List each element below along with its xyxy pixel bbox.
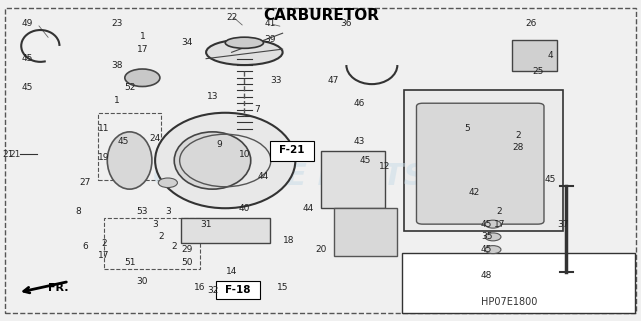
Text: 20: 20 [315,245,326,254]
Text: 45: 45 [117,137,129,146]
Ellipse shape [125,69,160,87]
Text: GENUINE PARTS: GENUINE PARTS [153,162,425,191]
Text: 35: 35 [481,232,492,241]
Text: 2: 2 [171,242,177,251]
Text: 49: 49 [22,19,33,28]
Text: 32: 32 [207,286,218,295]
Text: 39: 39 [264,35,276,44]
Text: 3: 3 [165,207,171,216]
Bar [404,91,563,230]
Text: 45: 45 [22,83,33,92]
Text: 1: 1 [140,32,146,41]
Text: 7: 7 [254,105,260,114]
Text: 23: 23 [111,19,122,28]
Text: 44: 44 [258,172,269,181]
Text: 10: 10 [238,150,250,159]
Text: 17: 17 [494,220,505,229]
Text: 1: 1 [114,96,120,105]
Ellipse shape [485,246,501,254]
Text: 17: 17 [137,45,148,54]
Text: 47: 47 [328,76,339,85]
Text: 5: 5 [465,124,470,133]
Text: 8: 8 [76,207,81,216]
Text: 45: 45 [545,175,556,184]
Bar [181,218,270,243]
Text: 9: 9 [216,140,222,149]
Ellipse shape [158,178,178,187]
Text: 41: 41 [264,19,276,28]
Text: 22: 22 [226,13,237,22]
Text: 46: 46 [353,99,365,108]
Text: 13: 13 [207,92,218,101]
Ellipse shape [155,113,296,208]
Bar [97,113,162,179]
Text: 21: 21 [10,150,21,159]
Text: 45: 45 [481,245,492,254]
Text: 37: 37 [558,220,569,229]
Text: 24: 24 [149,134,161,143]
Text: 2: 2 [101,239,107,248]
Text: 19: 19 [98,153,110,162]
Text: 34: 34 [181,38,193,47]
Text: 17: 17 [98,251,110,260]
Ellipse shape [107,132,152,189]
Text: 51: 51 [124,258,135,267]
Ellipse shape [174,132,251,189]
Ellipse shape [485,220,501,228]
Text: 44: 44 [303,204,313,213]
Text: CARBURETOR: CARBURETOR [263,8,379,23]
Text: FR.: FR. [48,283,69,293]
Text: 16: 16 [194,283,206,292]
Text: 11: 11 [98,124,110,133]
Text: 33: 33 [271,76,282,85]
Bar [321,151,385,208]
Text: 6: 6 [82,242,88,251]
Text: 40: 40 [238,204,250,213]
Text: 2: 2 [497,207,502,216]
Text: 14: 14 [226,267,237,276]
Bar [215,282,260,299]
Text: 2: 2 [515,131,521,140]
Bar [104,218,200,269]
Text: 45: 45 [481,220,492,229]
Text: 48: 48 [481,271,492,280]
Text: 43: 43 [353,137,365,146]
FancyBboxPatch shape [417,103,544,224]
Text: HP07E1800: HP07E1800 [481,297,537,307]
Text: F-21: F-21 [279,145,305,155]
Text: 45: 45 [22,54,33,63]
Text: 18: 18 [283,236,295,245]
Text: 42: 42 [468,188,479,197]
Bar [270,142,315,160]
Text: 28: 28 [513,143,524,152]
Text: 12: 12 [379,162,390,171]
Text: 21: 21 [3,150,14,159]
Ellipse shape [206,39,283,65]
Text: 31: 31 [201,220,212,229]
Text: 15: 15 [277,283,288,292]
Text: 2: 2 [159,232,164,241]
Text: 52: 52 [124,83,135,92]
Text: 36: 36 [340,19,352,28]
Text: 27: 27 [79,178,90,187]
Ellipse shape [225,37,263,48]
Bar [403,253,635,313]
Text: 4: 4 [547,51,553,60]
Text: 26: 26 [526,19,537,28]
Text: 53: 53 [137,207,148,216]
Text: 3: 3 [152,220,158,229]
Text: 38: 38 [111,61,122,70]
Bar [512,39,557,71]
Text: 30: 30 [137,277,148,286]
Bar [333,208,397,256]
Ellipse shape [485,233,501,241]
Text: 50: 50 [181,258,193,267]
Text: 29: 29 [181,245,193,254]
Text: 25: 25 [532,67,544,76]
Text: 45: 45 [360,156,371,165]
Text: F-18: F-18 [225,285,251,295]
